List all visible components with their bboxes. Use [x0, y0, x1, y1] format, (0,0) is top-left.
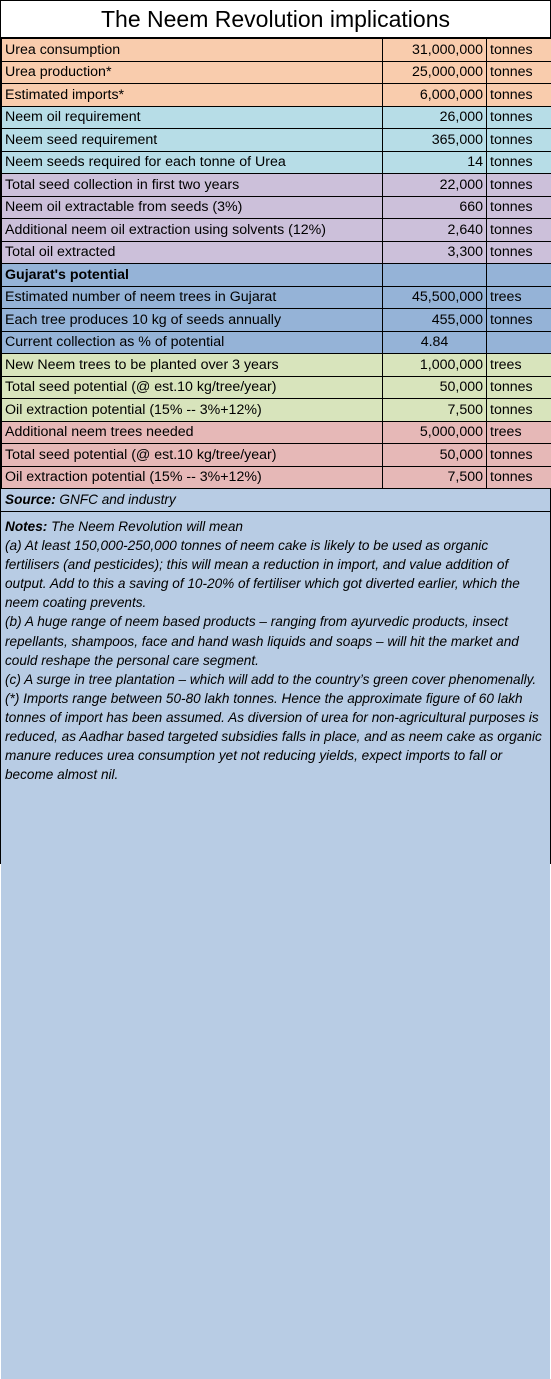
- table-row: Total seed collection in first two years…: [2, 174, 551, 197]
- row-unit: tonnes: [487, 241, 551, 264]
- row-value: 7,500: [383, 399, 487, 422]
- source-text: GNFC and industry: [56, 492, 176, 507]
- note-item: (c) A surge in tree plantation – which w…: [5, 670, 546, 689]
- row-unit: tonnes: [487, 399, 551, 422]
- row-unit: tonnes: [487, 174, 551, 197]
- table-row: Estimated number of neem trees in Gujara…: [2, 286, 551, 309]
- row-value: 50,000: [383, 444, 487, 467]
- row-unit: tonnes: [487, 466, 551, 489]
- row-label: Total seed collection in first two years: [2, 174, 383, 197]
- source-line: Source: GNFC and industry: [1, 489, 550, 512]
- notes-section: Notes: The Neem Revolution will mean (a)…: [1, 512, 550, 1379]
- row-label: Oil extraction potential (15% -- 3%+12%): [2, 399, 383, 422]
- section-title: Gujarat's potential: [2, 264, 383, 287]
- row-unit: tonnes: [487, 106, 551, 129]
- row-label: Total seed potential (@ est.10 kg/tree/y…: [2, 444, 383, 467]
- table-row: Total seed potential (@ est.10 kg/tree/y…: [2, 376, 551, 399]
- notes-intro: Notes: The Neem Revolution will mean: [5, 517, 546, 536]
- row-label: Total seed potential (@ est.10 kg/tree/y…: [2, 376, 383, 399]
- row-unit: tonnes: [487, 61, 551, 84]
- row-label: Neem oil extractable from seeds (3%): [2, 196, 383, 219]
- note-item: (*) Imports range between 50-80 lakh ton…: [5, 689, 546, 784]
- row-label: Estimated imports*: [2, 84, 383, 107]
- page-title: The Neem Revolution implications: [1, 1, 550, 38]
- note-item: (a) At least 150,000-250,000 tonnes of n…: [5, 536, 546, 612]
- row-unit: trees: [487, 421, 551, 444]
- table-row: Each tree produces 10 kg of seeds annual…: [2, 309, 551, 332]
- row-unit: tonnes: [487, 219, 551, 242]
- row-value: 3,300: [383, 241, 487, 264]
- notes-label: Notes:: [5, 519, 47, 534]
- row-unit: [487, 331, 551, 354]
- row-label: Oil extraction potential (15% -- 3%+12%): [2, 466, 383, 489]
- row-value: 45,500,000: [383, 286, 487, 309]
- row-unit: [487, 264, 551, 287]
- row-value: 6,000,000: [383, 84, 487, 107]
- row-label: Total oil extracted: [2, 241, 383, 264]
- row-unit: tonnes: [487, 151, 551, 174]
- notes-intro-text: The Neem Revolution will mean: [47, 519, 243, 534]
- table-row: Additional neem oil extraction using sol…: [2, 219, 551, 242]
- row-unit: tonnes: [487, 129, 551, 152]
- row-value: 5,000,000: [383, 421, 487, 444]
- table-row: Neem seeds required for each tonne of Ur…: [2, 151, 551, 174]
- row-value: 50,000: [383, 376, 487, 399]
- row-value: 1,000,000: [383, 354, 487, 377]
- row-value: 455,000: [383, 309, 487, 332]
- row-label: New Neem trees to be planted over 3 year…: [2, 354, 383, 377]
- row-value: 2,640: [383, 219, 487, 242]
- row-unit: tonnes: [487, 376, 551, 399]
- row-value: 22,000: [383, 174, 487, 197]
- source-label: Source:: [5, 492, 56, 507]
- row-value: 365,000: [383, 129, 487, 152]
- row-unit: trees: [487, 286, 551, 309]
- row-label: Neem seeds required for each tonne of Ur…: [2, 151, 383, 174]
- section-header-row: Gujarat's potential: [2, 264, 551, 287]
- row-value: 660: [383, 196, 487, 219]
- infographic-sheet: The Neem Revolution implications Urea co…: [0, 0, 551, 864]
- row-value: 7,500: [383, 466, 487, 489]
- row-value: 31,000,000: [383, 39, 487, 62]
- table-row: New Neem trees to be planted over 3 year…: [2, 354, 551, 377]
- row-label: Additional neem trees needed: [2, 421, 383, 444]
- note-item: (b) A huge range of neem based products …: [5, 612, 546, 669]
- row-value: 4.84: [383, 331, 487, 354]
- row-label: Estimated number of neem trees in Gujara…: [2, 286, 383, 309]
- row-unit: tonnes: [487, 39, 551, 62]
- row-label: Additional neem oil extraction using sol…: [2, 219, 383, 242]
- row-label: Neem seed requirement: [2, 129, 383, 152]
- row-value: 25,000,000: [383, 61, 487, 84]
- row-label: Urea consumption: [2, 39, 383, 62]
- row-value: 26,000: [383, 106, 487, 129]
- table-row: Oil extraction potential (15% -- 3%+12%)…: [2, 466, 551, 489]
- row-label: Current collection as % of potential: [2, 331, 383, 354]
- row-value: [383, 264, 487, 287]
- row-unit: tonnes: [487, 196, 551, 219]
- row-label: Urea production*: [2, 61, 383, 84]
- row-unit: trees: [487, 354, 551, 377]
- table-row: Total seed potential (@ est.10 kg/tree/y…: [2, 444, 551, 467]
- row-value: 14: [383, 151, 487, 174]
- table-row: Oil extraction potential (15% -- 3%+12%)…: [2, 399, 551, 422]
- row-unit: tonnes: [487, 444, 551, 467]
- row-label: Each tree produces 10 kg of seeds annual…: [2, 309, 383, 332]
- row-unit: tonnes: [487, 84, 551, 107]
- row-label: Neem oil requirement: [2, 106, 383, 129]
- row-unit: tonnes: [487, 309, 551, 332]
